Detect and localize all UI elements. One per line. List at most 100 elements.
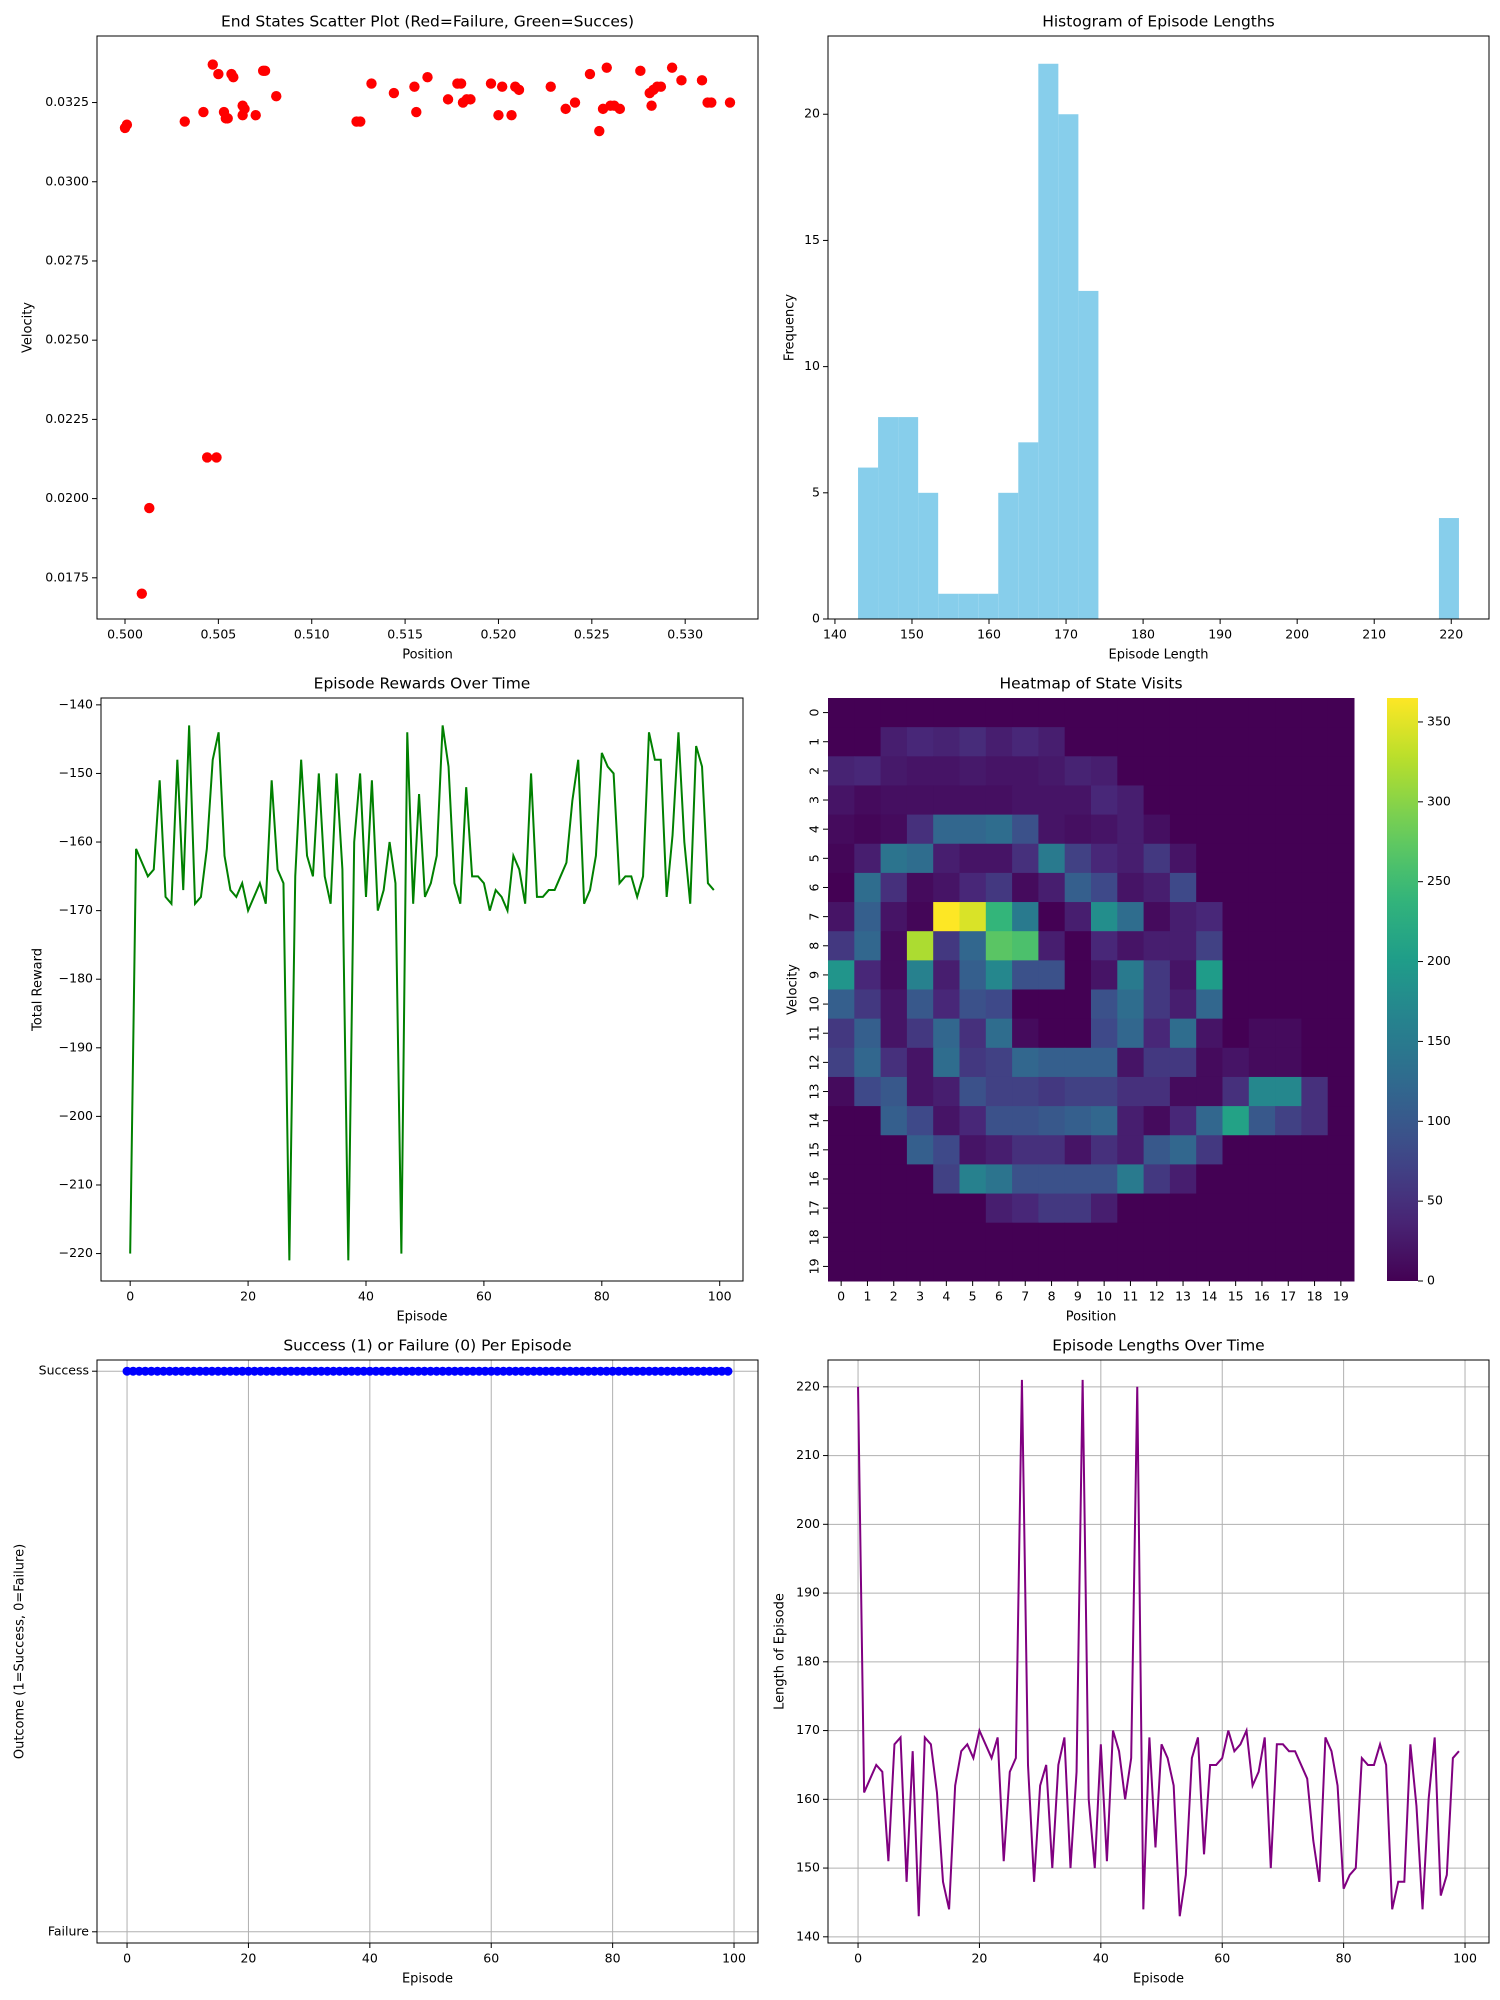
colorbar-tick-label: 100 bbox=[1427, 1113, 1451, 1128]
y-tick-label: 20 bbox=[804, 106, 820, 121]
heatmap-cell bbox=[1064, 785, 1092, 816]
heatmap-cell bbox=[1327, 1251, 1355, 1282]
x-tick-label: 60 bbox=[1214, 1951, 1230, 1966]
y-tick-label: 19 bbox=[807, 1258, 822, 1274]
heatmap-cell bbox=[1038, 698, 1066, 728]
heatmap-cell bbox=[1038, 1222, 1066, 1253]
heatmap-cell bbox=[1038, 1193, 1066, 1224]
heatmap-cell bbox=[1301, 931, 1329, 961]
x-tick-label: 18 bbox=[1307, 1289, 1323, 1304]
heatmap-cell bbox=[1117, 756, 1145, 786]
heatmap-cell bbox=[1143, 698, 1171, 728]
x-axis-label: Episode bbox=[402, 1972, 453, 1987]
heatmap-cell bbox=[1117, 1047, 1145, 1078]
heatmap-cell bbox=[1012, 785, 1039, 816]
heatmap-cell bbox=[1091, 902, 1118, 932]
y-tick-label: 13 bbox=[807, 1084, 822, 1100]
y-tick-label: 12 bbox=[807, 1054, 822, 1070]
heatmap-cell bbox=[1117, 1193, 1145, 1224]
heatmap-cell bbox=[854, 1106, 882, 1136]
scatter-point bbox=[259, 65, 271, 77]
heatmap-cell bbox=[1143, 1251, 1171, 1282]
y-axis-label: Frequency bbox=[783, 294, 798, 361]
y-tick-label: 6 bbox=[807, 883, 822, 891]
heatmap-cell bbox=[1275, 785, 1302, 816]
heatmap-cell bbox=[933, 1135, 960, 1165]
heatmap-cell bbox=[933, 843, 960, 874]
histogram-bar bbox=[1078, 290, 1099, 619]
y-tick-label: 3 bbox=[807, 796, 822, 804]
heatmap-cell bbox=[1327, 960, 1355, 990]
scatter-point bbox=[388, 87, 400, 99]
heatmap-cell bbox=[880, 1164, 908, 1195]
heatmap-cell bbox=[1222, 1193, 1250, 1224]
heatmap-cell bbox=[906, 1076, 934, 1107]
heatmap-cell bbox=[1301, 1018, 1329, 1049]
heatmap-cell bbox=[854, 1135, 882, 1165]
heatmap-cell bbox=[1143, 843, 1171, 874]
scatter-point bbox=[422, 71, 433, 83]
y-tick-label: 10 bbox=[804, 358, 820, 373]
x-tick-label: 60 bbox=[483, 1951, 499, 1966]
heatmap-cell bbox=[1222, 785, 1250, 816]
heatmap-cell bbox=[933, 1164, 960, 1195]
heatmap-cell bbox=[1301, 1164, 1329, 1195]
heatmap-cell bbox=[828, 960, 855, 990]
y-tick-label: 0.0225 bbox=[45, 411, 89, 426]
heatmap-cell bbox=[854, 814, 882, 845]
heatmap-cell bbox=[906, 756, 934, 786]
x-tick-label: 140 bbox=[823, 627, 847, 642]
heatmap-cell bbox=[880, 1251, 908, 1282]
heatmap-cell bbox=[1301, 1251, 1329, 1282]
y-tick-label: 220 bbox=[796, 1378, 820, 1393]
heatmap-cell bbox=[1012, 960, 1039, 990]
heatmap-cell bbox=[1248, 814, 1276, 845]
heatmap-cell bbox=[1248, 1164, 1276, 1195]
y-tick-label: 0.0200 bbox=[45, 490, 89, 505]
heatmap-cell bbox=[1222, 931, 1250, 961]
heatmap-cell bbox=[1091, 1193, 1118, 1224]
heatmap-cell bbox=[1327, 1018, 1355, 1049]
heatmap-cell bbox=[1091, 1135, 1118, 1165]
heatmap-cell bbox=[1301, 1047, 1329, 1078]
heatmap-cell bbox=[1064, 872, 1092, 903]
y-tick-label: −170 bbox=[59, 902, 93, 917]
scatter-point bbox=[144, 502, 155, 514]
x-axis-label: Episode bbox=[396, 1310, 447, 1325]
heatmap-cell bbox=[1117, 698, 1145, 728]
x-tick-label: 100 bbox=[1453, 1951, 1477, 1966]
heatmap-cell bbox=[854, 1164, 882, 1195]
heatmap-cell bbox=[1091, 1251, 1118, 1282]
heatmap-cell bbox=[933, 931, 960, 961]
scatter-point bbox=[201, 452, 213, 463]
heatmap-cell bbox=[1064, 756, 1092, 786]
heatmap-cell bbox=[1196, 872, 1223, 903]
heatmap-cell bbox=[828, 843, 855, 874]
scatter-point bbox=[496, 81, 508, 92]
heatmap-cell bbox=[906, 1164, 934, 1195]
heatmap-cell bbox=[854, 1047, 882, 1078]
heatmap-cell bbox=[959, 1076, 987, 1107]
colorbar-tick-label: 200 bbox=[1427, 953, 1451, 968]
heatmap-cell bbox=[959, 1135, 987, 1165]
scatter-point bbox=[513, 84, 525, 96]
heatmap-cell bbox=[985, 902, 1013, 932]
scatter-point bbox=[676, 75, 687, 86]
y-tick-label: 2 bbox=[807, 767, 822, 775]
heatmap-cell bbox=[959, 1193, 987, 1224]
heatmap-cell bbox=[1196, 1222, 1223, 1253]
heatmap-cell bbox=[906, 931, 934, 961]
heatmap-cell bbox=[985, 698, 1013, 728]
heatmap-cell bbox=[906, 785, 934, 816]
heatmap-cell bbox=[880, 698, 908, 728]
scatter-point bbox=[271, 91, 282, 102]
heatmap-cell bbox=[828, 931, 855, 961]
heatmap-cell bbox=[1301, 1222, 1329, 1253]
y-axis-label: Length of Episode bbox=[773, 1593, 788, 1710]
y-tick-label: −200 bbox=[59, 1108, 93, 1123]
heatmap-cell bbox=[1169, 1251, 1197, 1282]
heatmap-cell bbox=[1091, 1018, 1118, 1049]
heatmap-cell bbox=[1012, 1076, 1039, 1107]
x-tick-label: 0.515 bbox=[387, 627, 423, 642]
heatmap-cell bbox=[880, 872, 908, 903]
